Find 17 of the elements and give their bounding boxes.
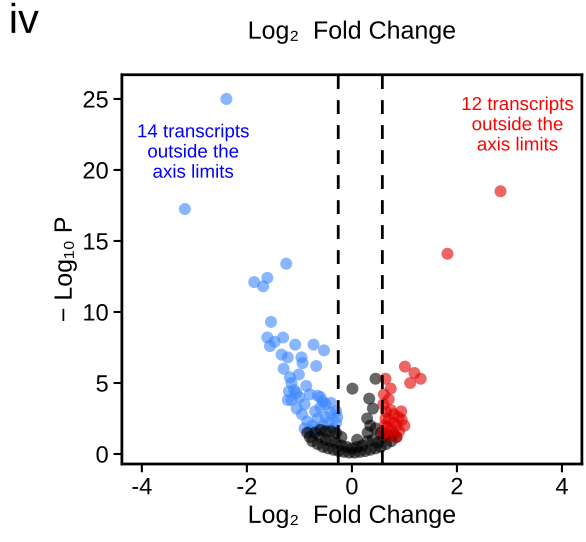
y-tick-label: 10 <box>84 304 108 321</box>
y-tick-label: 20 <box>84 162 108 179</box>
y-tick-label: 25 <box>84 91 108 108</box>
y-axis-title: − Log₁₀ P <box>54 218 77 321</box>
x-tick-label: 4 <box>556 478 568 494</box>
annotation: 12 transcripts outside the axis limits <box>462 96 574 151</box>
chart-title: Log₂ Fold Change <box>250 20 456 44</box>
text: iv <box>12 2 39 33</box>
y-tick-label: 15 <box>84 233 108 250</box>
x-tick-label: -2 <box>237 478 256 494</box>
y-tick-label: 5 <box>96 375 108 392</box>
y-tick-label: 0 <box>96 446 108 463</box>
annotation: 14 transcripts outside the axis limits <box>138 124 249 178</box>
x-tick-label: -4 <box>132 478 152 494</box>
x-axis-title: Log₂ Fold Change <box>250 504 456 528</box>
x-tick-label: 2 <box>452 478 462 494</box>
x-tick-label: 0 <box>346 478 358 494</box>
